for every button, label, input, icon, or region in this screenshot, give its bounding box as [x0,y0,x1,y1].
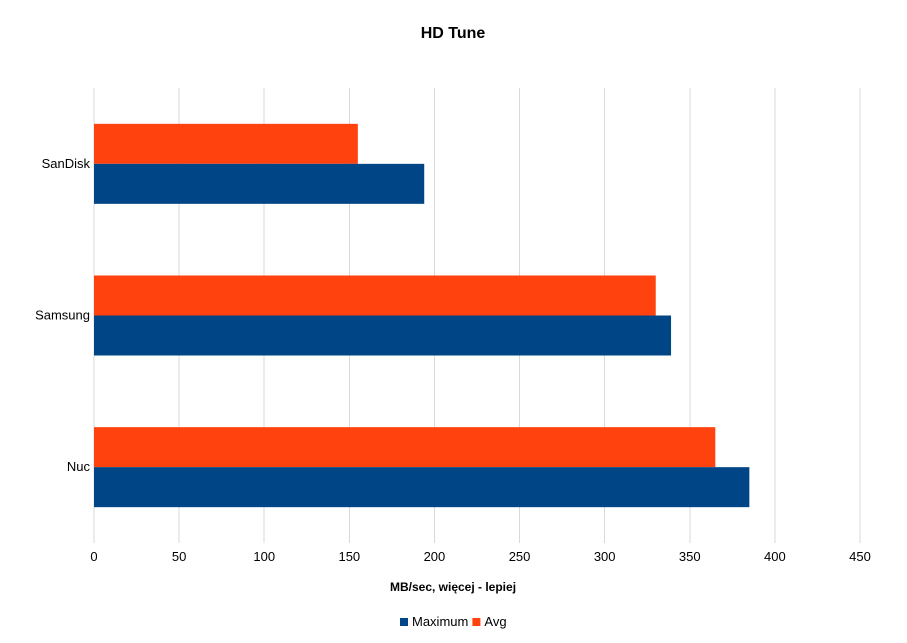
x-tick-label: 350 [679,549,701,564]
chart-title: HD Tune [421,25,486,42]
category-label: Nuc [67,459,91,474]
x-tick-label: 400 [764,549,786,564]
bar-avg-samsung [94,275,656,316]
x-tick-label: 450 [849,549,871,564]
bar-maximum-nuc [94,467,750,508]
x-tick-label: 300 [594,549,616,564]
bar-avg-nuc [94,427,716,468]
legend-label-avg: Avg [484,614,506,629]
x-tick-label: 250 [509,549,531,564]
x-tick-label: 100 [253,549,275,564]
category-label: Samsung [35,308,90,323]
bars [94,123,750,508]
category-labels: SanDisk Samsung Nuc [35,156,90,474]
x-tick-label: 150 [338,549,360,564]
legend-label-maximum: Maximum [412,614,468,629]
legend-swatch-avg [472,618,481,626]
x-tick-labels: 0 50 100 150 200 250 300 350 400 450 [90,549,870,564]
bar-maximum-samsung [94,315,672,356]
x-tick-label: 0 [90,549,97,564]
bar-maximum-sandisk [94,163,425,204]
bar-avg-sandisk [94,123,358,164]
legend: Maximum Avg [400,614,507,629]
x-tick-label: 50 [172,549,186,564]
legend-swatch-maximum [400,618,408,626]
x-tick-label: 200 [424,549,446,564]
x-axis-label: MB/sec, więcej - lepiej [390,580,516,594]
category-label: SanDisk [42,156,91,171]
